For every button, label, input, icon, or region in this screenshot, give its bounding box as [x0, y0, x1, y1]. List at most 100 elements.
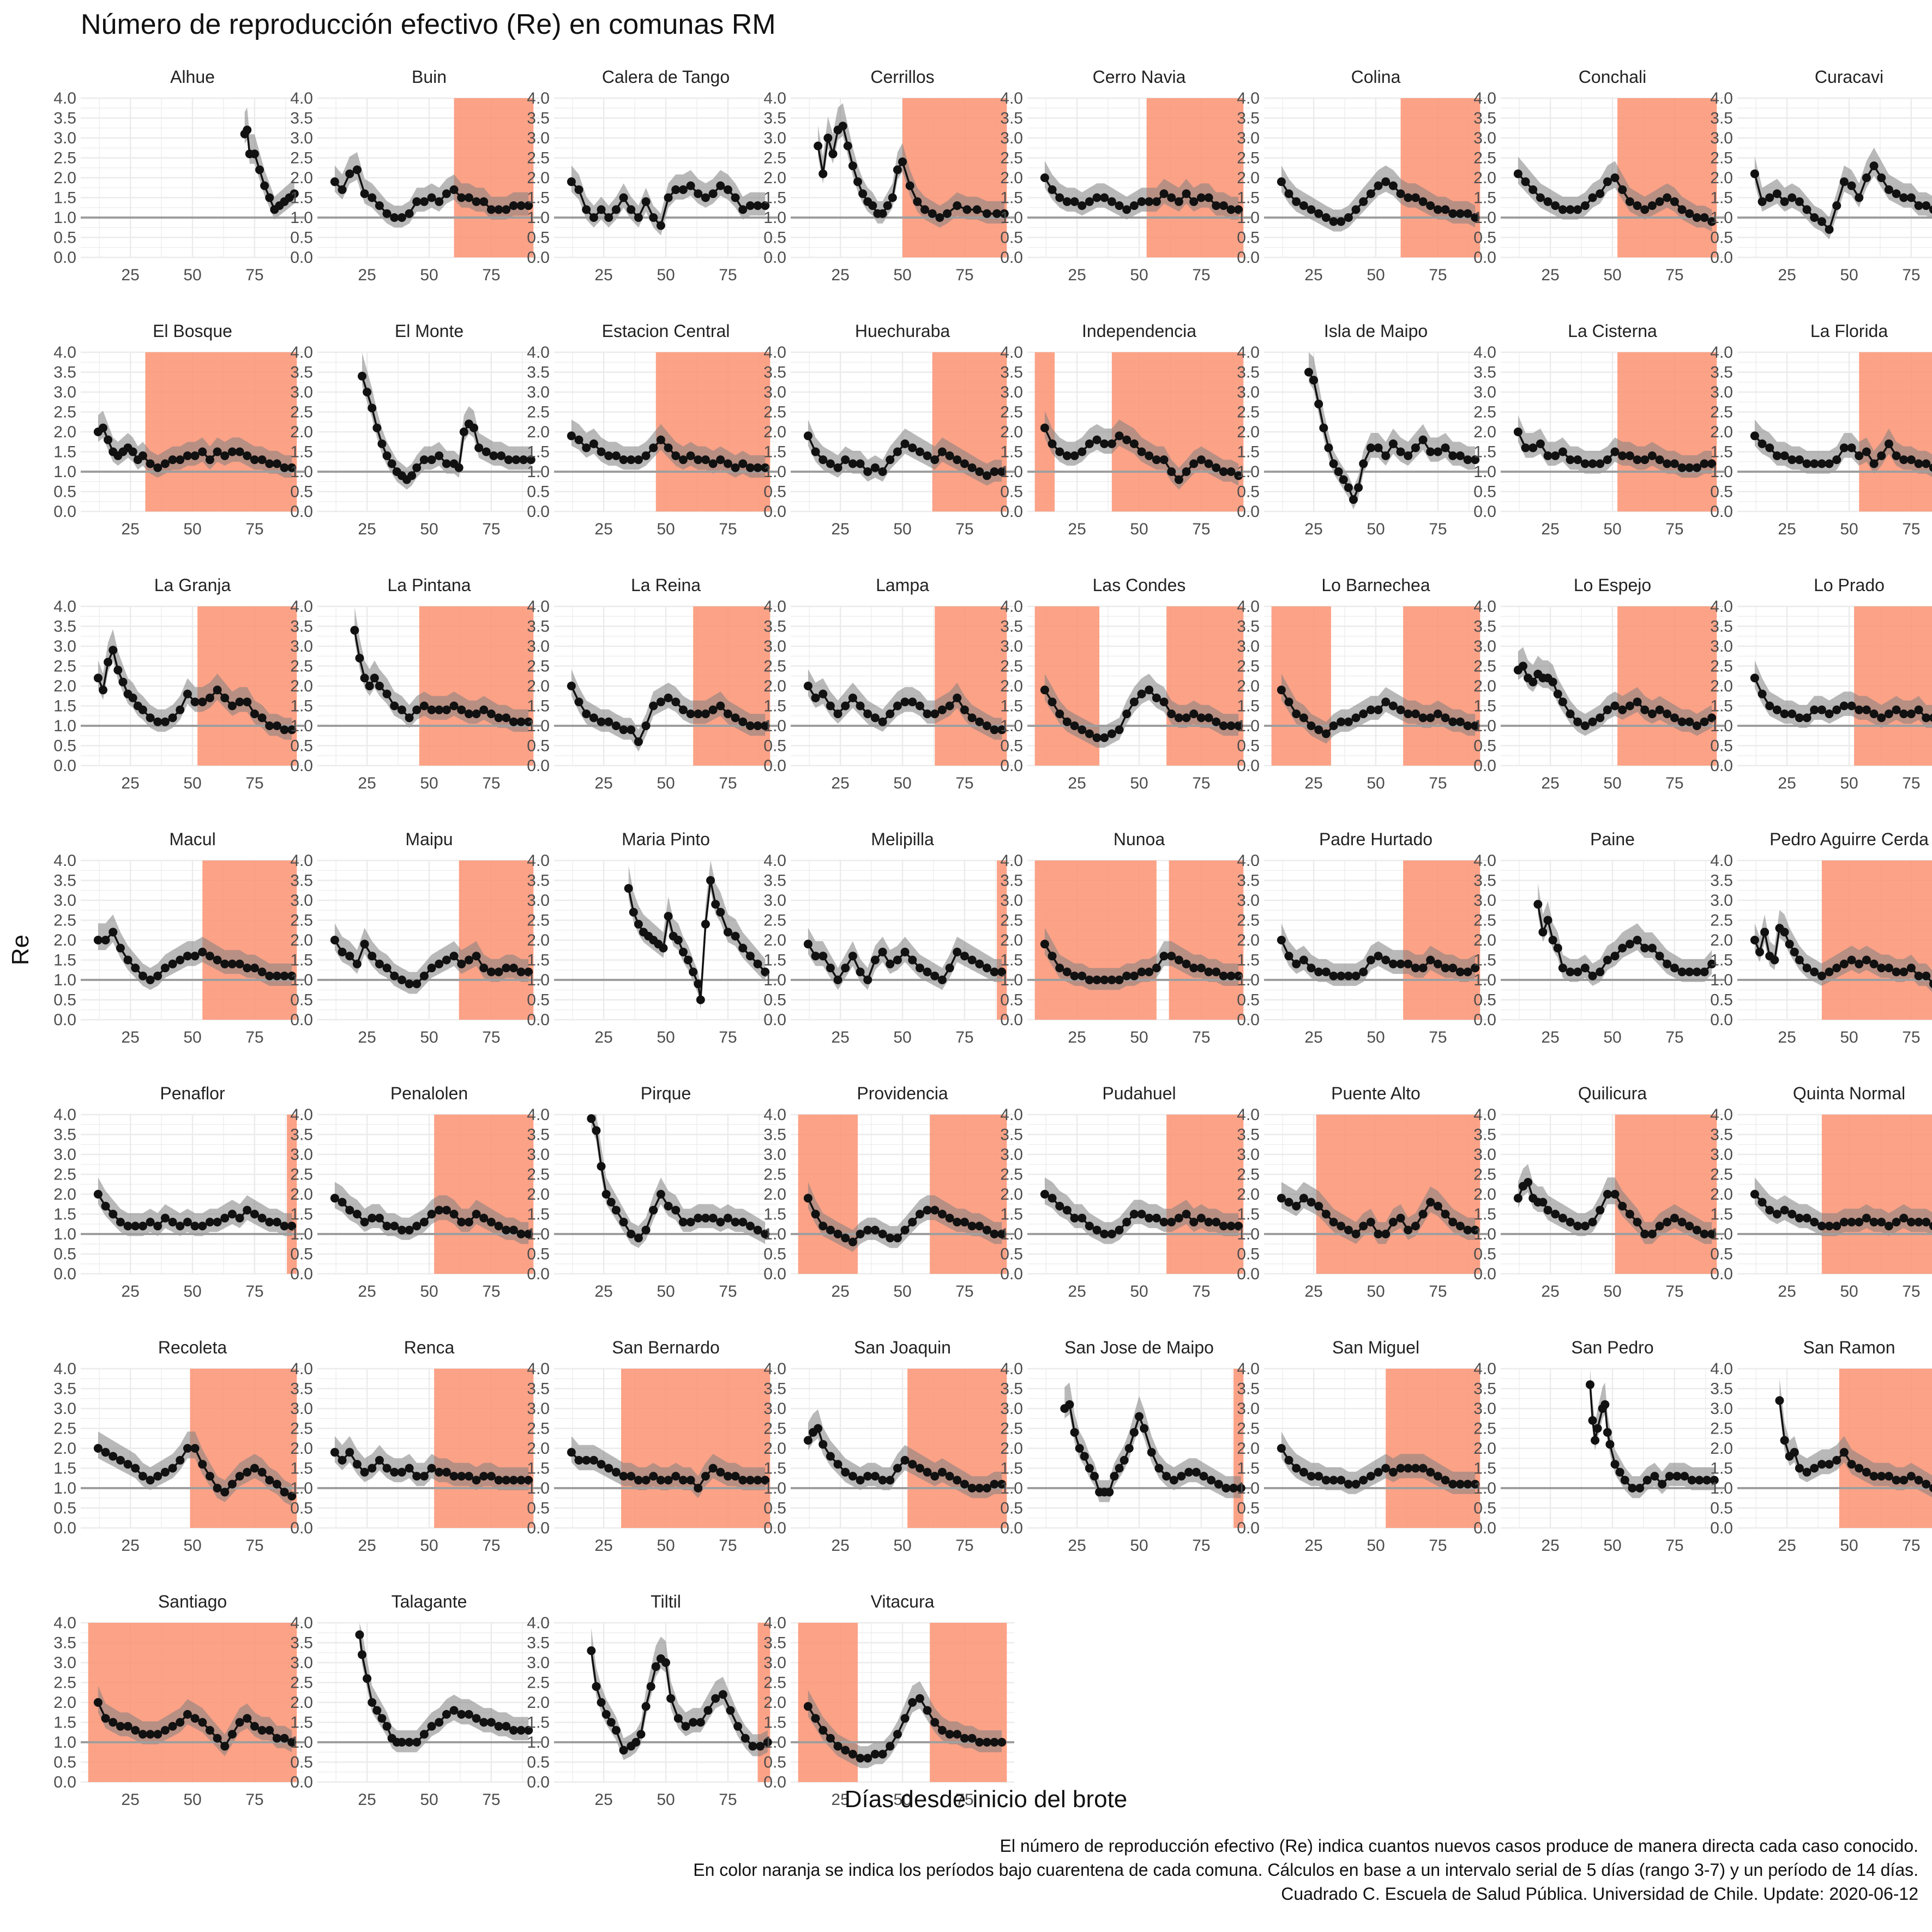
re-point — [1914, 201, 1923, 210]
re-point — [1551, 451, 1560, 460]
re-point — [694, 709, 703, 719]
re-point — [427, 964, 436, 973]
re-point — [1580, 721, 1590, 730]
panel-title: Macul — [169, 829, 215, 849]
re-point — [1618, 1201, 1627, 1211]
re-point — [811, 1714, 820, 1723]
re-point — [1463, 721, 1472, 730]
re-point — [99, 423, 107, 432]
re-point — [131, 1221, 140, 1231]
re-point — [280, 1734, 289, 1743]
re-point — [213, 1218, 222, 1227]
re-point — [1596, 713, 1605, 723]
re-point — [435, 1467, 444, 1477]
re-point — [1710, 1476, 1719, 1485]
y-tick-label: 2.0 — [53, 169, 76, 187]
re-point — [982, 1225, 991, 1235]
re-point — [101, 1448, 110, 1457]
y-tick-label: 2.0 — [1473, 423, 1496, 441]
re-point — [1892, 189, 1901, 198]
quarantine-band — [907, 1369, 1007, 1528]
re-point — [1513, 428, 1522, 436]
x-tick-label: 25 — [1778, 1028, 1796, 1046]
x-tick-label: 75 — [719, 520, 737, 538]
re-point — [265, 971, 274, 980]
y-tick-label: 1.5 — [763, 952, 786, 970]
re-point — [338, 185, 347, 194]
re-point — [701, 455, 710, 465]
re-point — [368, 1213, 377, 1223]
quarantine-band — [930, 1623, 1007, 1782]
re-point — [1135, 1412, 1143, 1421]
re-point — [1055, 193, 1064, 202]
re-point — [502, 713, 511, 723]
y-tick-label: 3.5 — [1000, 1126, 1023, 1144]
re-point — [1566, 967, 1575, 977]
re-point — [960, 1479, 969, 1489]
re-point — [1899, 1213, 1909, 1223]
re-point — [649, 443, 658, 453]
x-tick-label: 75 — [245, 1283, 263, 1301]
re-point — [905, 181, 914, 190]
x-tick-label: 50 — [1367, 266, 1385, 284]
re-point — [678, 705, 688, 714]
re-point — [1129, 697, 1139, 707]
x-tick-label: 50 — [893, 774, 911, 792]
y-tick-label: 4.0 — [1710, 1360, 1733, 1378]
re-point — [1085, 1464, 1094, 1473]
re-point — [761, 1230, 770, 1238]
y-tick-label: 0.5 — [1000, 483, 1023, 501]
re-point — [1603, 1428, 1612, 1437]
y-tick-label: 1.0 — [763, 463, 786, 481]
y-tick-label: 0.5 — [290, 1245, 313, 1263]
y-tick-label: 1.5 — [1237, 443, 1260, 461]
y-tick-label: 1.5 — [1237, 189, 1260, 207]
re-point — [967, 955, 977, 965]
re-point — [265, 193, 274, 202]
re-point — [1588, 1416, 1597, 1425]
re-point — [1277, 1194, 1286, 1203]
y-tick-label: 1.0 — [1000, 463, 1023, 481]
x-tick-label: 75 — [482, 1028, 500, 1046]
re-point — [1299, 713, 1308, 723]
re-point — [1877, 964, 1886, 973]
re-point — [803, 431, 812, 441]
re-point — [1174, 475, 1183, 484]
re-point — [1189, 197, 1199, 206]
x-tick-label: 50 — [183, 1537, 201, 1555]
re-point — [723, 185, 732, 194]
confidence-band — [808, 928, 1002, 990]
re-point — [93, 936, 103, 944]
y-tick-label: 3.5 — [53, 1380, 76, 1398]
re-point — [656, 221, 665, 230]
y-tick-label: 1.0 — [527, 1734, 550, 1752]
re-point — [828, 149, 838, 159]
y-tick-label: 3.0 — [1710, 383, 1733, 401]
re-point — [1862, 1467, 1871, 1477]
y-tick-label: 3.5 — [763, 618, 786, 636]
re-point — [397, 213, 406, 222]
re-point — [1588, 971, 1597, 980]
re-point — [893, 1730, 902, 1739]
re-point — [649, 1472, 658, 1481]
re-point — [1655, 1221, 1664, 1231]
re-point — [870, 1749, 880, 1759]
re-point — [953, 947, 962, 956]
re-point — [1411, 443, 1420, 453]
re-point — [1647, 451, 1657, 460]
re-point — [1670, 459, 1679, 468]
x-tick-label: 25 — [1304, 1028, 1322, 1046]
re-point — [183, 1218, 192, 1227]
y-tick-label: 3.0 — [290, 129, 313, 147]
y-tick-label: 3.0 — [1473, 129, 1496, 147]
x-tick-label: 75 — [1429, 1028, 1447, 1046]
y-tick-label: 0.0 — [1710, 249, 1733, 267]
re-point — [694, 455, 703, 465]
y-tick-label: 0.0 — [1000, 1519, 1023, 1537]
re-point — [1538, 928, 1548, 937]
x-tick-label: 75 — [719, 1028, 737, 1046]
x-tick-label: 75 — [1902, 1028, 1920, 1046]
re-point — [457, 705, 466, 714]
